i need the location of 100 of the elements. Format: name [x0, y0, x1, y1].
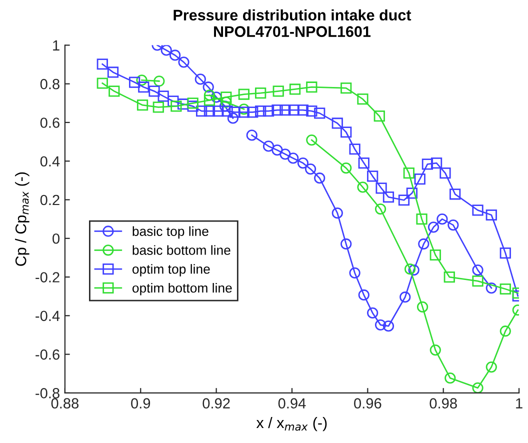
- point: [444, 271, 455, 283]
- legend-label: optim top line: [132, 264, 210, 276]
- point: [430, 157, 442, 169]
- y-tick-label: -0.8: [36, 388, 60, 398]
- point: [340, 82, 352, 94]
- point: [288, 104, 300, 116]
- point: [247, 106, 258, 118]
- x-tick-label: 0.98: [430, 398, 457, 409]
- point: [472, 204, 484, 216]
- point: [500, 248, 511, 259]
- point: [500, 326, 511, 337]
- point: [406, 188, 418, 199]
- point: [96, 78, 108, 89]
- point: [472, 276, 484, 287]
- point: [158, 90, 169, 102]
- point: [382, 320, 394, 332]
- point: [204, 106, 216, 117]
- point: [297, 104, 309, 116]
- point: [444, 372, 456, 384]
- point: [187, 98, 198, 109]
- point: [357, 182, 368, 193]
- point: [280, 104, 291, 116]
- point: [212, 106, 224, 117]
- point: [136, 74, 148, 86]
- point: [108, 86, 120, 97]
- point: [414, 174, 426, 185]
- point: [194, 74, 206, 85]
- point: [196, 106, 208, 117]
- y-tick-label: 0.2: [40, 194, 60, 206]
- point: [358, 157, 370, 169]
- point: [107, 66, 119, 78]
- point: [255, 106, 266, 117]
- point: [154, 76, 165, 87]
- point: [238, 88, 250, 100]
- y-tick-label: 0.8: [40, 78, 60, 90]
- point: [382, 191, 394, 203]
- point: [340, 238, 352, 250]
- point: [204, 94, 216, 106]
- point: [349, 144, 360, 155]
- x-tick-label: 0.96: [354, 398, 382, 409]
- point: [367, 170, 378, 182]
- point: [408, 264, 420, 276]
- point: [500, 283, 511, 295]
- point: [288, 152, 299, 164]
- point: [428, 222, 440, 233]
- y-tick-label: -0.4: [36, 310, 60, 322]
- point: [178, 56, 190, 68]
- point: [418, 238, 430, 250]
- point: [332, 118, 343, 129]
- point: [306, 82, 318, 93]
- point: [152, 102, 164, 113]
- x-tick-label: 1: [516, 398, 522, 408]
- point: [416, 301, 428, 313]
- point: [272, 144, 283, 156]
- point: [376, 182, 387, 194]
- point: [472, 264, 484, 276]
- point: [306, 106, 318, 117]
- point: [486, 209, 497, 221]
- point: [340, 126, 352, 138]
- point: [374, 319, 386, 330]
- legend-label: basic bottom line: [132, 245, 230, 255]
- y-tick-label: 0.6: [40, 118, 60, 128]
- point: [272, 86, 284, 97]
- point: [304, 163, 316, 175]
- point: [430, 344, 441, 356]
- point: [170, 100, 182, 112]
- point: [136, 100, 148, 111]
- y-tick-label: 0.4: [40, 156, 60, 167]
- point: [416, 214, 428, 225]
- point: [246, 130, 258, 141]
- point: [450, 188, 461, 200]
- y-tick-label: 1: [53, 40, 60, 50]
- point: [374, 203, 386, 215]
- point: [422, 158, 434, 170]
- point: [227, 112, 239, 124]
- x-tick-label: 0.88: [51, 398, 79, 409]
- point: [148, 86, 160, 97]
- point: [272, 104, 283, 116]
- y-tick-label: 0: [52, 233, 60, 244]
- point: [170, 50, 181, 61]
- point: [374, 110, 385, 122]
- point: [314, 108, 326, 119]
- chart-title: Pressure distribution intake duct NPOL4701-NPOL1601: [174, 9, 412, 38]
- point: [177, 98, 189, 110]
- point: [349, 267, 360, 279]
- x-tick-label: 0.9: [131, 398, 150, 409]
- point: [297, 157, 309, 169]
- point: [129, 76, 140, 88]
- point: [306, 134, 318, 146]
- legend-label: basic top line: [132, 226, 208, 239]
- point: [398, 194, 410, 206]
- point: [160, 45, 172, 56]
- point: [472, 382, 484, 393]
- y-axis-title: Cp / Cp$_{max}$ (-): [15, 172, 30, 266]
- x-tick-label: 0.92: [202, 398, 230, 409]
- x-axis-title: x / x$_{max}$ (-): [256, 416, 327, 432]
- point: [204, 90, 216, 101]
- point: [332, 208, 343, 219]
- point: [436, 214, 448, 225]
- y-tick-label: -0.6: [36, 349, 60, 360]
